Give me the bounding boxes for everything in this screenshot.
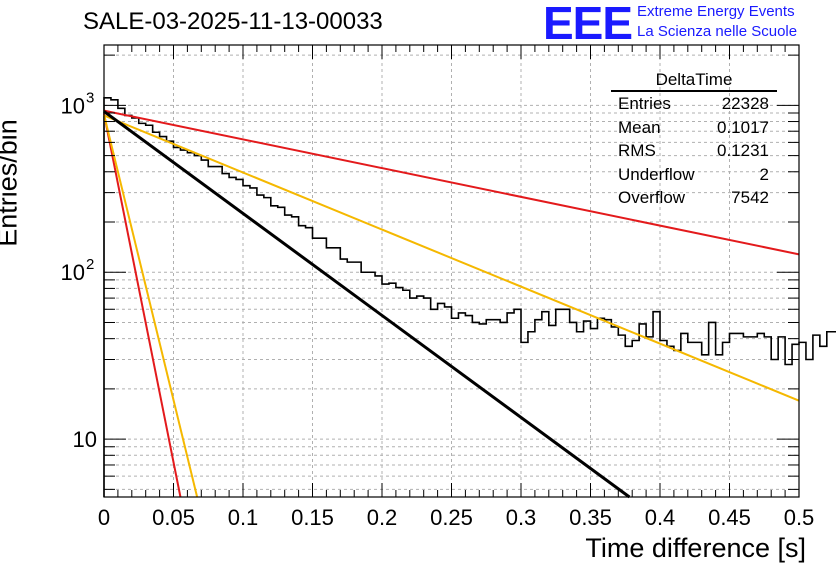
stats-label: Overflow: [618, 188, 686, 207]
tick-labels: 0 0.05 0.1 0.15 0.2 0.25 0.3 0.35 0.4 0.45 0.5 10 10…: [61, 89, 815, 530]
x-tick-label: 0.1: [228, 505, 259, 530]
stats-label: Entries: [618, 94, 671, 113]
eee-logo: EEE: [543, 0, 633, 49]
fit-line-black-fit: [103, 110, 631, 499]
stats-label: RMS: [618, 141, 656, 160]
stats-row: Entries 22328: [611, 92, 777, 116]
x-tick-label: 0.35: [569, 505, 612, 530]
y-tick-exponent: 3: [86, 89, 94, 106]
stats-value: 0.1231: [717, 141, 769, 160]
fit-lines: [103, 109, 800, 499]
histogram-outline: [103, 97, 836, 497]
stats-label: Mean: [618, 117, 661, 137]
stats-value: 7542: [731, 188, 769, 207]
x-tick-label: 0.25: [430, 505, 473, 530]
chart-title: SALE-03-2025-11-13-00033: [83, 8, 383, 35]
fit-line-red-slow: [103, 109, 800, 256]
fit-line-orange-fast: [103, 114, 199, 498]
histogram: [103, 97, 836, 497]
stats-title: DeltaTime: [611, 70, 777, 92]
grid-lines: [104, 45, 799, 497]
stats-value: 2: [759, 164, 769, 184]
stats-label: Underflow: [618, 164, 695, 184]
x-tick-label: 0.4: [645, 505, 676, 530]
y-axis-label: Entries/bin: [0, 119, 23, 247]
x-tick-label: 0.3: [506, 505, 537, 530]
stats-value: 22328: [721, 94, 769, 113]
stats-row: Underflow 2: [611, 163, 777, 187]
y-tick-exponent: 2: [86, 256, 94, 273]
stats-row: Mean 0.1017: [611, 116, 777, 140]
logo-line-2: La Scienza nelle Scuole: [637, 23, 798, 40]
fit-line-red-fast: [103, 113, 182, 498]
y-tick-label: 10: [61, 260, 85, 285]
stats-row: RMS 0.1231: [611, 139, 777, 163]
x-tick-label: 0.15: [291, 505, 334, 530]
x-tick-label: 0.05: [152, 505, 195, 530]
x-tick-label: 0.2: [367, 505, 398, 530]
stats-box: DeltaTime Entries 22328 Mean 0.1017 RMS …: [611, 70, 777, 210]
fit-line-orange-slow: [103, 114, 800, 402]
stats-row: Overflow 7542: [611, 186, 777, 210]
x-tick-label: 0: [98, 505, 110, 530]
y-tick-label: 10: [73, 427, 97, 452]
logo-line-1: Extreme Energy Events: [637, 3, 795, 20]
x-axis-label: Time difference [s]: [585, 533, 806, 563]
axis-ticks: [103, 45, 800, 497]
stats-value: 0.1017: [717, 117, 769, 137]
x-tick-label: 0.5: [784, 505, 815, 530]
x-tick-label: 0.45: [708, 505, 751, 530]
y-tick-label: 10: [61, 93, 85, 118]
